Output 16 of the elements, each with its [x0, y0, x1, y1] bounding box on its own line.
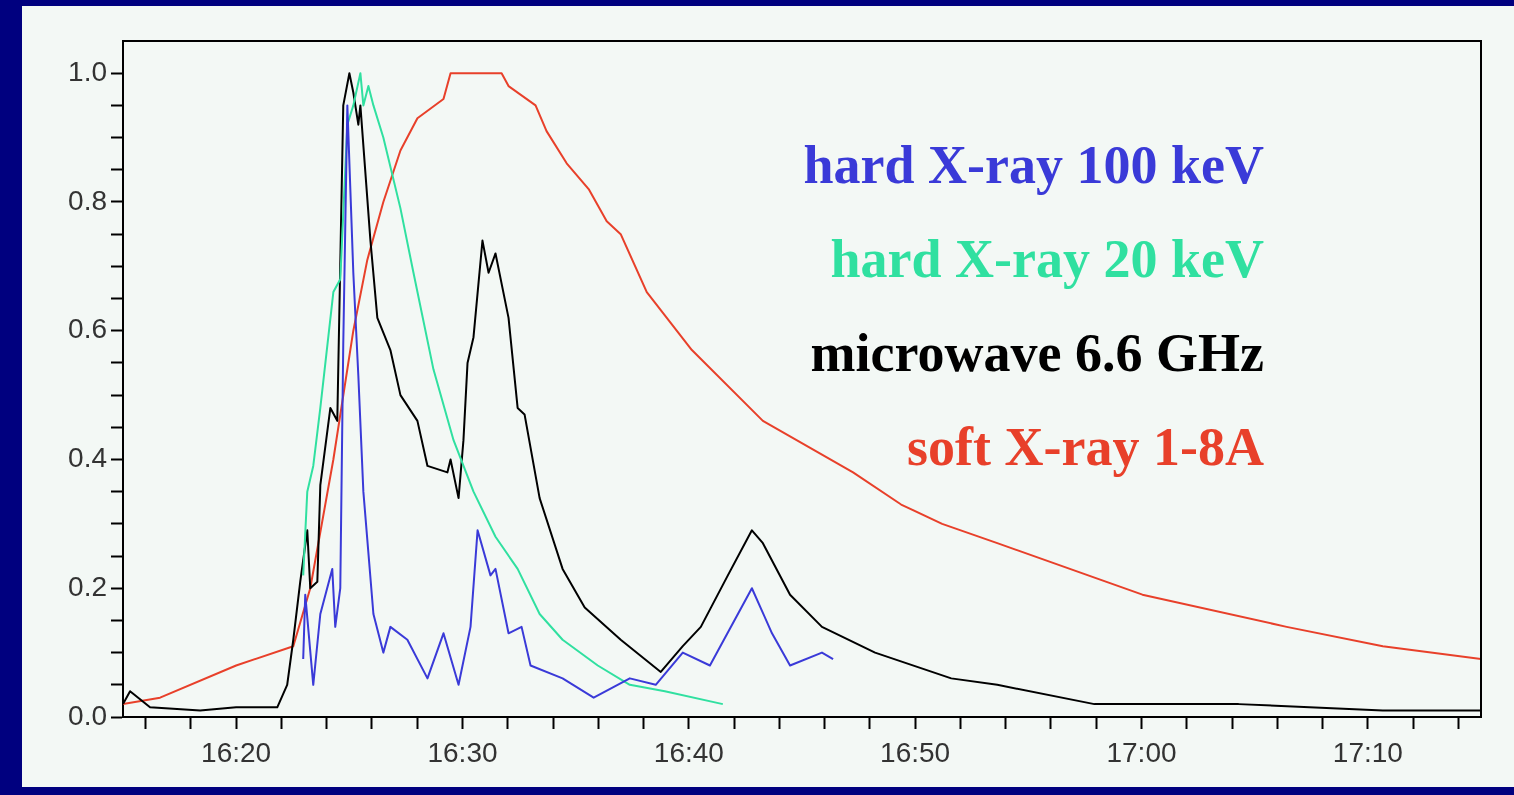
- text: hard X-ray 100 keV: [803, 134, 1264, 197]
- text: microwave 6.6 GHz: [810, 322, 1264, 385]
- y-tick-label: 0.0: [68, 699, 107, 731]
- x-tick-label: 16:20: [201, 736, 272, 768]
- y-tick-label: 0.8: [68, 184, 107, 216]
- y-tick-label: 1.0: [68, 55, 107, 87]
- x-tick-label: 16:50: [880, 736, 951, 768]
- x-tick-label: 17:10: [1332, 736, 1403, 768]
- y-tick-label: 0.2: [68, 570, 107, 602]
- series-label: soft X-ray 1-8A: [907, 416, 1264, 479]
- y-tick-label: 0.6: [68, 313, 107, 345]
- text: hard X-ray 20 keV: [830, 228, 1264, 291]
- y-tick-label: 0.4: [68, 442, 107, 474]
- x-tick-label: 17:00: [1106, 736, 1177, 768]
- x-tick-label: 16:40: [653, 736, 724, 768]
- x-tick-label: 16:30: [427, 736, 498, 768]
